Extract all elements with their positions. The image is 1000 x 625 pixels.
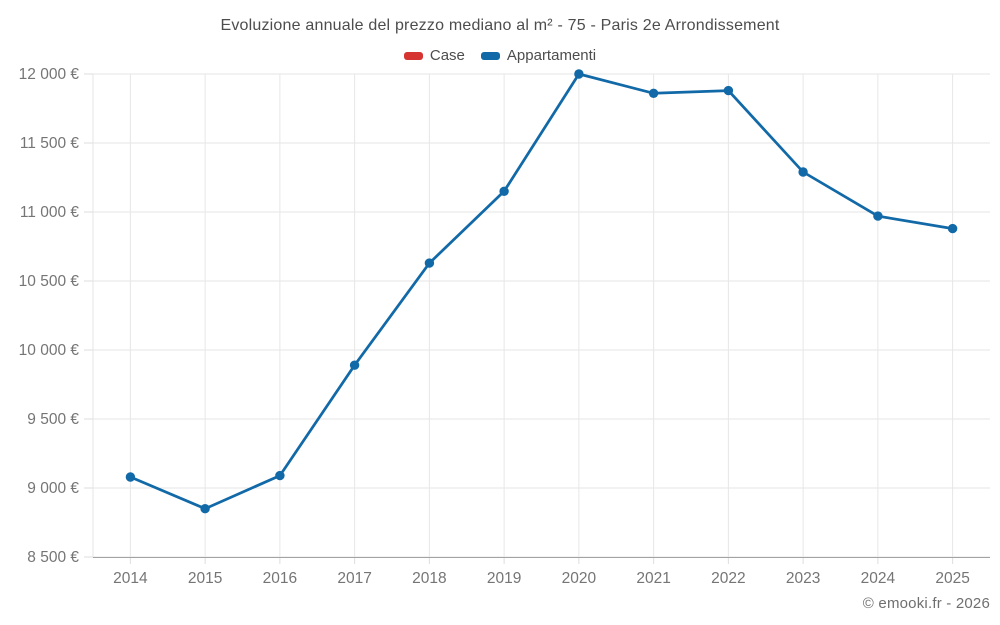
- data-point-marker: [125, 472, 136, 482]
- data-point-marker: [424, 258, 435, 268]
- x-tick-label: 2017: [337, 570, 371, 587]
- credit-text: © emooki.fr - 2026: [862, 595, 990, 612]
- data-point-marker: [275, 470, 285, 481]
- x-gridlines: [129, 74, 954, 557]
- x-tick-label: 2016: [263, 570, 297, 587]
- x-tick-label: 2019: [487, 570, 521, 587]
- data-point-marker: [947, 223, 958, 234]
- y-gridlines: [92, 73, 990, 558]
- data-point-marker: [349, 360, 360, 370]
- data-point-marker: [200, 504, 210, 514]
- x-tick-label: 2015: [188, 570, 222, 587]
- legend-swatch-icon: [480, 51, 500, 60]
- legend-item-appartamenti[interactable]: Appartamenti: [480, 47, 597, 64]
- legend-swatch-icon: [403, 51, 423, 60]
- y-tick-label: 10 000 €: [19, 342, 80, 359]
- data-point-marker: [574, 69, 584, 79]
- x-tick-label: 2018: [412, 570, 446, 587]
- y-tick-label: 11 500 €: [20, 135, 80, 152]
- x-tick-label: 2014: [113, 570, 148, 587]
- data-point-marker: [873, 211, 883, 221]
- data-point-marker: [798, 167, 808, 177]
- y-tick-label: 10 500 €: [19, 273, 80, 290]
- y-tick-label: 12 000 €: [19, 66, 80, 83]
- data-point-marker: [499, 186, 509, 196]
- x-tick-label: 2022: [711, 570, 745, 587]
- y-tick-label: 11 000 €: [20, 204, 80, 221]
- legend-item-case[interactable]: Case: [403, 47, 465, 64]
- x-tick-label: 2020: [562, 570, 597, 587]
- x-tick-label: 2024: [861, 570, 896, 587]
- x-axis-labels: 2014 2015 2016 2017 2018 2019 2020 2021 2022 2023…: [113, 570, 970, 587]
- legend-label: Appartamenti: [506, 47, 597, 64]
- y-tick-label: 8 500 €: [27, 549, 79, 566]
- x-tick-label: 2025: [935, 570, 969, 587]
- y-tick-label: 9 000 €: [27, 480, 79, 497]
- x-tick-label: 2021: [636, 570, 670, 587]
- chart-legend: Case Appartamenti: [0, 47, 1000, 64]
- x-tick-label: 2023: [786, 570, 820, 587]
- series-line-appartamenti: [129, 72, 954, 511]
- y-axis-labels: 8 500 € 9 000 € 9 500 € 10 000 € 10 500 € 11 …: [19, 66, 80, 566]
- y-tick-label: 9 500 €: [27, 411, 79, 428]
- data-point-marker: [723, 85, 734, 96]
- legend-label: Case: [429, 47, 465, 64]
- axis-ticks: [84, 73, 954, 564]
- series-group: [125, 69, 958, 514]
- chart-title: Evoluzione annuale del prezzo mediano al…: [220, 17, 780, 34]
- data-point-marker: [648, 88, 659, 99]
